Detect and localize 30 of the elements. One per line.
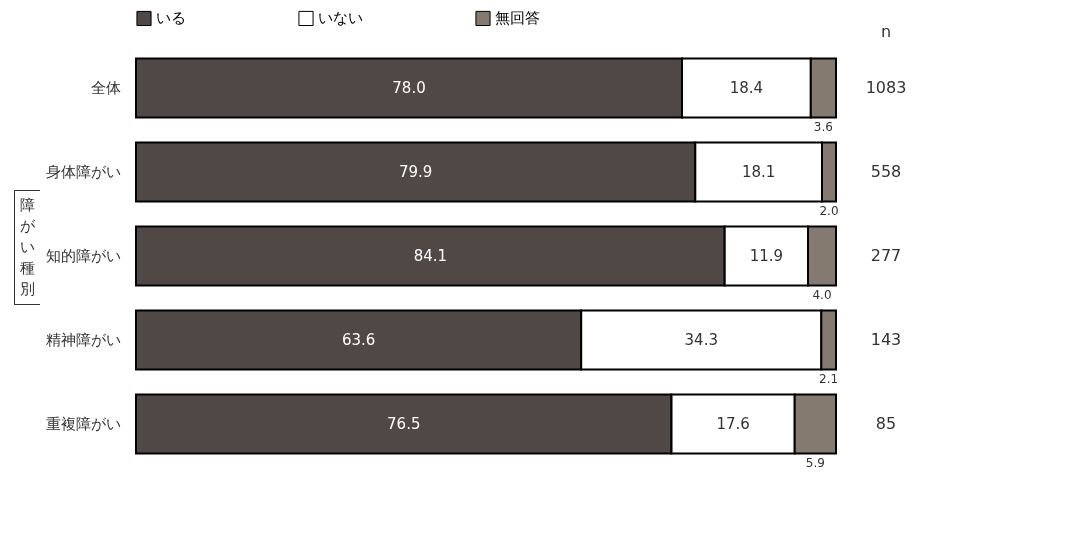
data-label: 5.9 [805,456,825,470]
text: n [880,22,892,41]
text: 558 [870,162,902,181]
data-label: 17.6 [716,415,750,433]
data-label: 11.9 [749,247,784,265]
text: 障がい種別 [20,195,35,300]
data-label: 76.5 [387,415,421,433]
data-label: 84.1 [413,247,448,265]
text: 143 [870,330,902,349]
text: 1083 [865,78,907,97]
legend-label: 無回答 [495,9,540,28]
legend-label: いる [156,9,186,28]
legend-label: いない [318,9,363,28]
y-tick-label: 精神障がい [45,331,121,349]
data-label: 18.1 [741,163,776,181]
data-label: 34.3 [684,331,718,349]
data-label: 63.6 [341,331,376,349]
y-tick-label: 身体障がい [45,163,121,181]
data-label: 78.0 [392,79,426,97]
data-label: 4.0 [812,288,832,302]
y-tick-label: 全体 [90,79,121,97]
text: 85 [875,414,897,433]
y-tick-label: 知的障がい [45,247,121,265]
data-label: 18.4 [729,79,764,97]
y-tick-label: 重複障がい [45,415,121,433]
data-label: 2.1 [819,372,839,386]
data-label: 3.6 [813,120,833,134]
text: 277 [870,246,902,265]
data-label: 79.9 [398,163,433,181]
data-label: 2.0 [819,204,839,218]
